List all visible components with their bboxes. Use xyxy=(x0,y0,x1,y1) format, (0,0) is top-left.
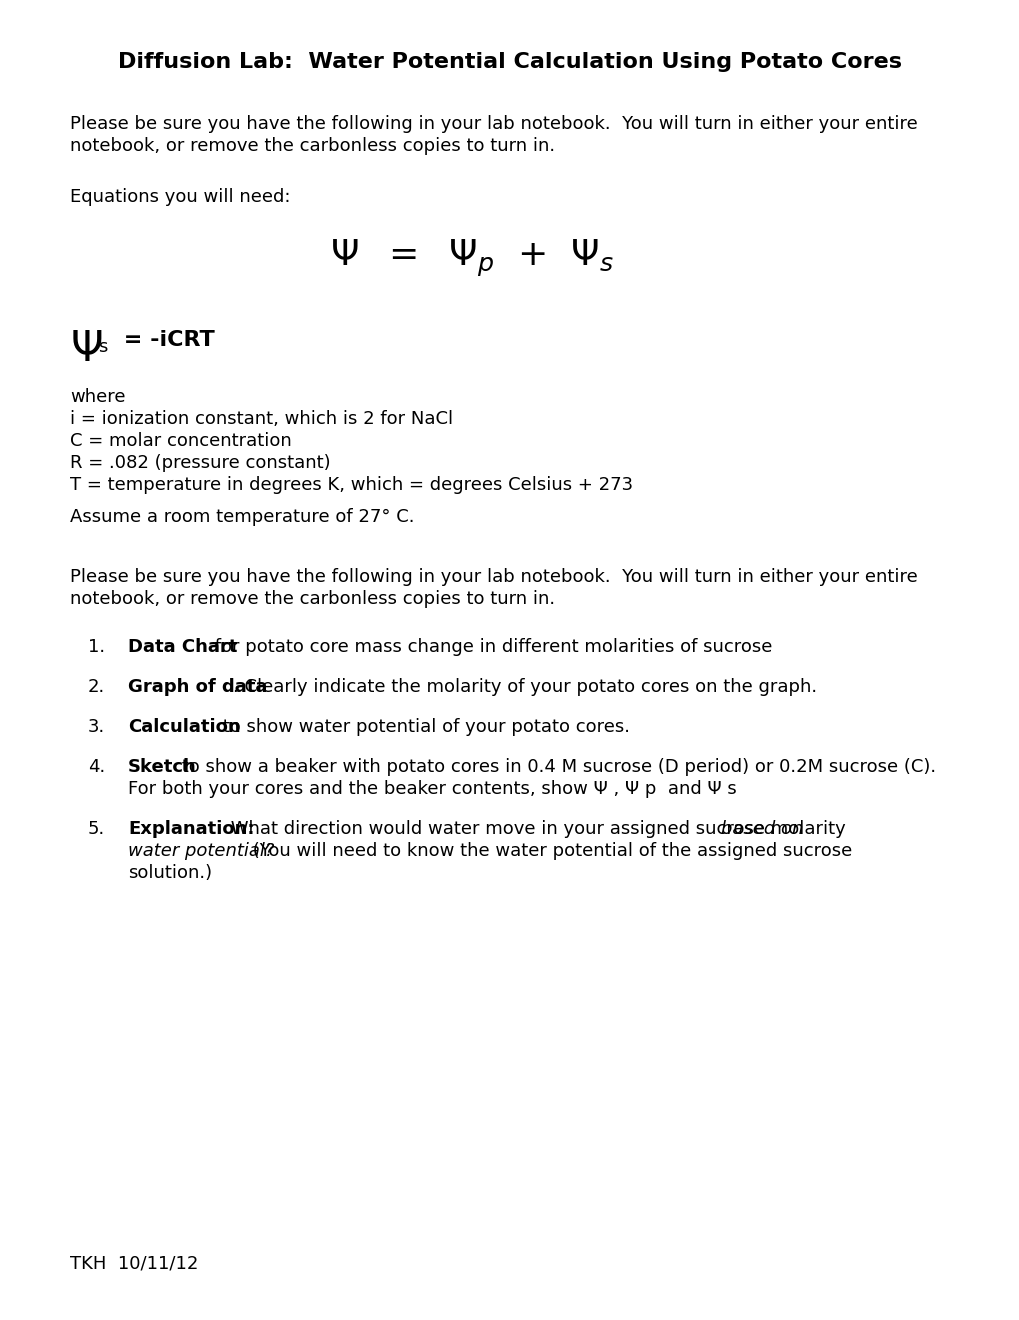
Text: (You will need to know the water potential of the assigned sucrose: (You will need to know the water potenti… xyxy=(247,842,851,861)
Text: to show a beaker with potato cores in 0.4 M sucrose (D period) or 0.2M sucrose (: to show a beaker with potato cores in 0.… xyxy=(176,758,935,776)
Text: C = molar concentration: C = molar concentration xyxy=(70,432,291,450)
Text: Data Chart: Data Chart xyxy=(127,638,237,656)
Text: where: where xyxy=(70,388,125,407)
Text: Graph of data: Graph of data xyxy=(127,678,267,696)
Text: water potential?: water potential? xyxy=(127,842,274,861)
Text: 5.: 5. xyxy=(88,820,105,838)
Text: 2.: 2. xyxy=(88,678,105,696)
Text: notebook, or remove the carbonless copies to turn in.: notebook, or remove the carbonless copie… xyxy=(70,137,554,154)
Text: to show water potential of your potato cores.: to show water potential of your potato c… xyxy=(216,718,629,737)
Text: Assume a room temperature of 27° C.: Assume a room temperature of 27° C. xyxy=(70,508,414,525)
Text: = -iCRT: = -iCRT xyxy=(116,330,215,350)
Text: notebook, or remove the carbonless copies to turn in.: notebook, or remove the carbonless copie… xyxy=(70,590,554,609)
Text: Please be sure you have the following in your lab notebook.  You will turn in ei: Please be sure you have the following in… xyxy=(70,568,917,586)
Text: $\Psi$  $=$  $\Psi$$_p$  $+$  $\Psi$$_s$: $\Psi$ $=$ $\Psi$$_p$ $+$ $\Psi$$_s$ xyxy=(330,238,613,279)
Text: 1.: 1. xyxy=(88,638,105,656)
Text: for potato core mass change in different molarities of sucrose: for potato core mass change in different… xyxy=(209,638,771,656)
Text: 3.: 3. xyxy=(88,718,105,737)
Text: Equations you will need:: Equations you will need: xyxy=(70,187,290,206)
Text: 4.: 4. xyxy=(88,758,105,776)
Text: For both your cores and the beaker contents, show Ψ , Ψ p  and Ψ s: For both your cores and the beaker conte… xyxy=(127,780,736,799)
Text: Please be sure you have the following in your lab notebook.  You will turn in ei: Please be sure you have the following in… xyxy=(70,115,917,133)
Text: Sketch: Sketch xyxy=(127,758,197,776)
Text: TKH  10/11/12: TKH 10/11/12 xyxy=(70,1255,198,1272)
Text: $\Psi$: $\Psi$ xyxy=(70,327,102,370)
Text: Calculation: Calculation xyxy=(127,718,240,737)
Text: Explanation:: Explanation: xyxy=(127,820,255,838)
Text: Diffusion Lab:  Water Potential Calculation Using Potato Cores: Diffusion Lab: Water Potential Calculati… xyxy=(118,51,901,73)
Text: i = ionization constant, which is 2 for NaCl: i = ionization constant, which is 2 for … xyxy=(70,411,452,428)
Text: based on: based on xyxy=(720,820,803,838)
Text: What direction would water move in your assigned sucrose molarity: What direction would water move in your … xyxy=(224,820,851,838)
Text: T = temperature in degrees K, which = degrees Celsius + 273: T = temperature in degrees K, which = de… xyxy=(70,477,633,494)
Text: s: s xyxy=(98,338,107,356)
Text: . Clearly indicate the molarity of your potato cores on the graph.: . Clearly indicate the molarity of your … xyxy=(232,678,816,696)
Text: R = .082 (pressure constant): R = .082 (pressure constant) xyxy=(70,454,330,473)
Text: solution.): solution.) xyxy=(127,865,212,882)
